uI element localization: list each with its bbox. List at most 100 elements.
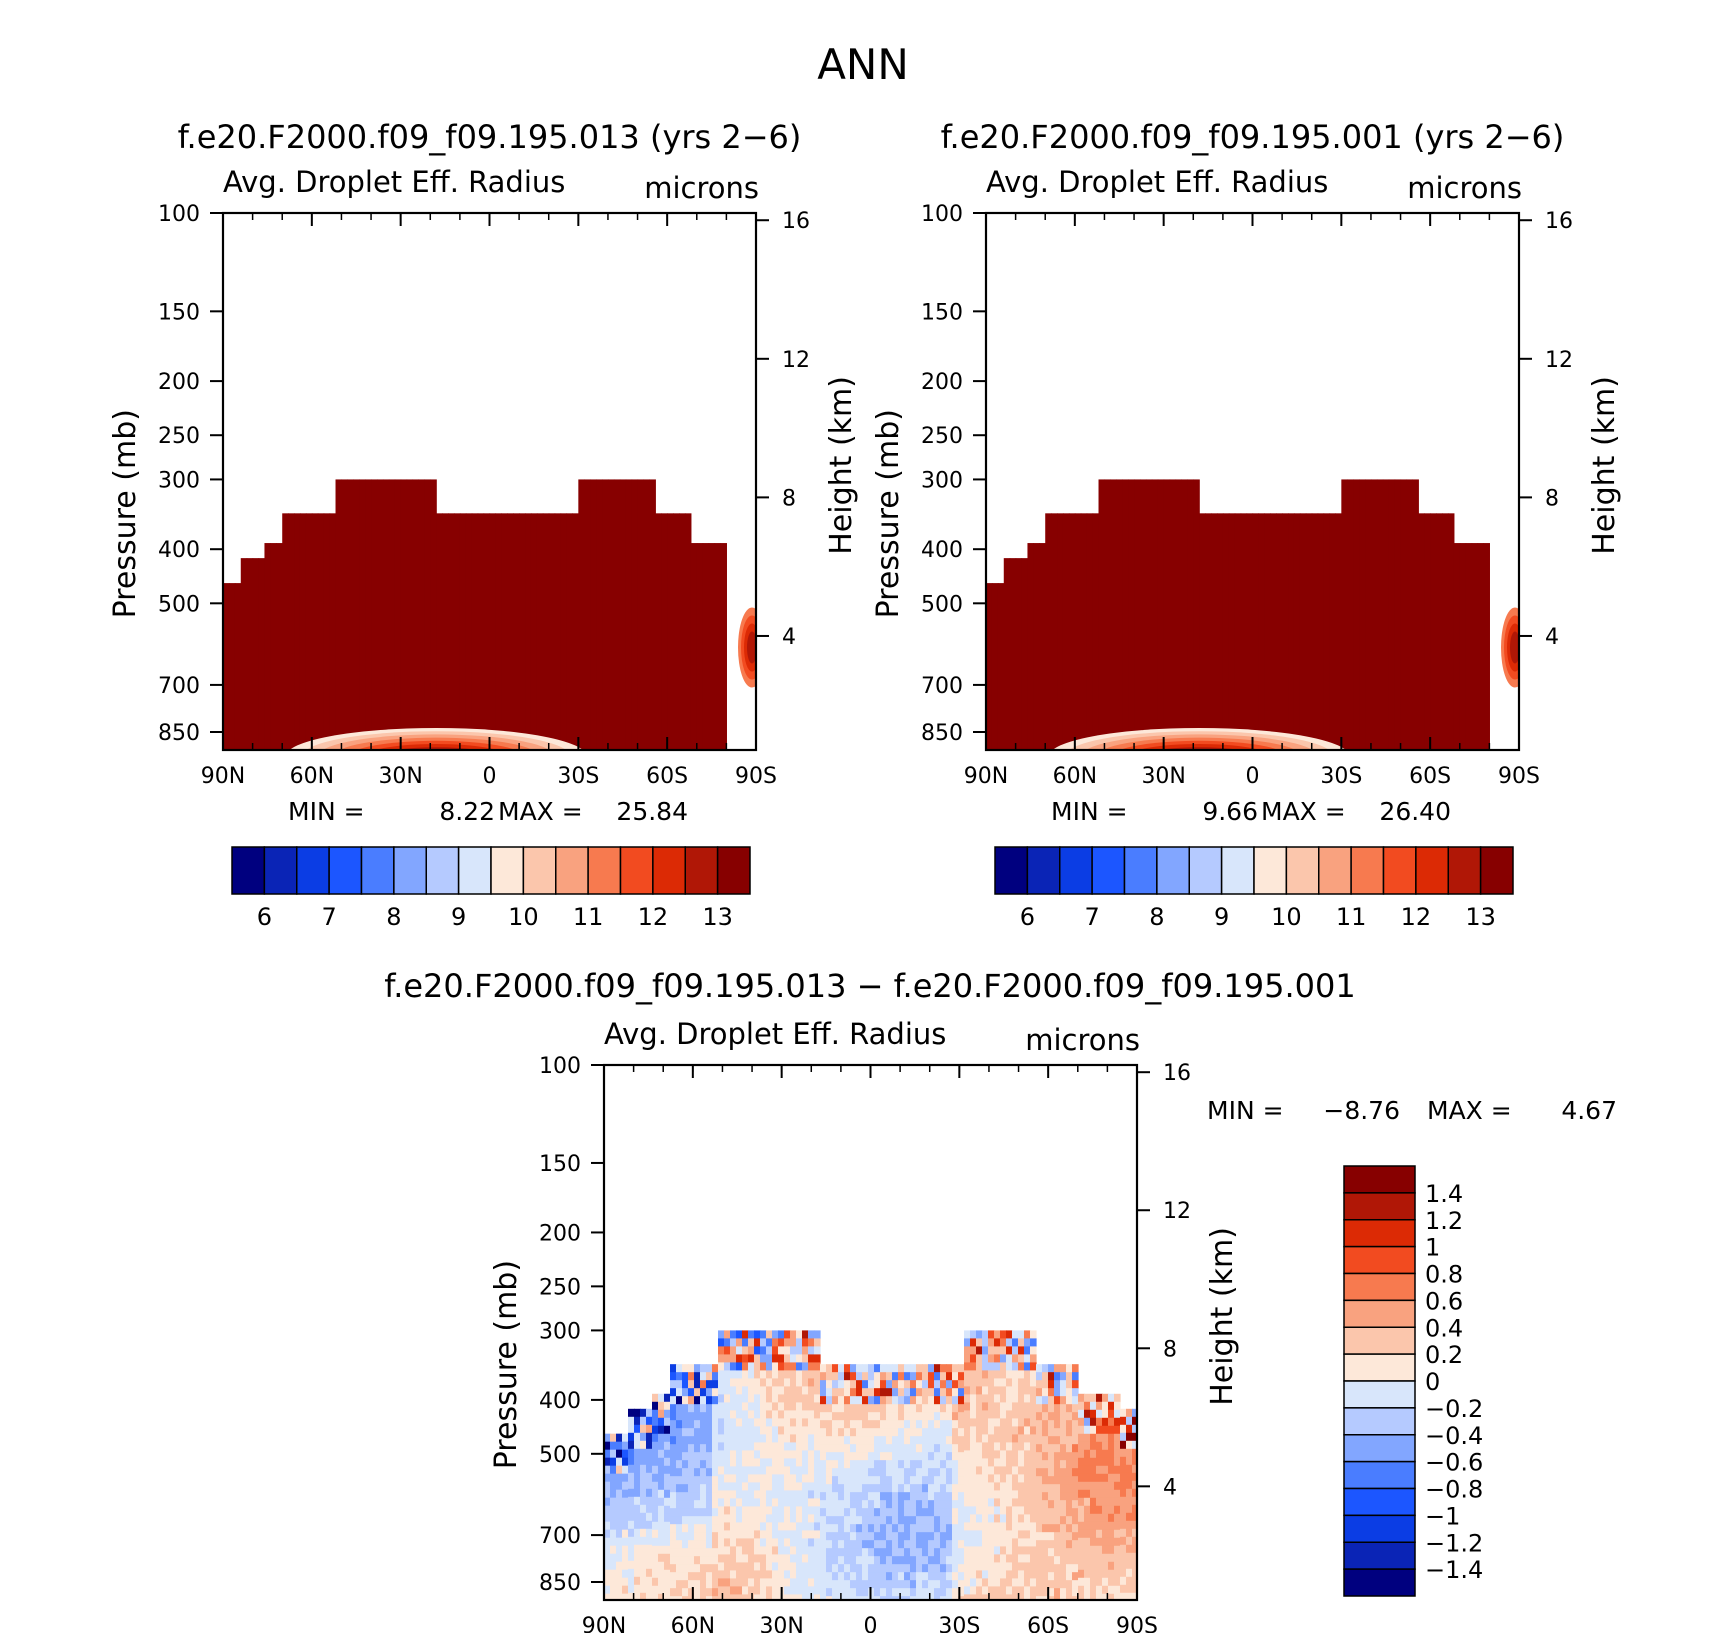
diff-cell bbox=[784, 1410, 791, 1420]
diff-cell bbox=[832, 1556, 839, 1565]
diff-cell bbox=[916, 1468, 923, 1477]
diff-cell bbox=[802, 1538, 809, 1548]
cloud-column bbox=[1394, 479, 1402, 750]
diff-cell bbox=[712, 1420, 719, 1429]
diff-cell bbox=[724, 1482, 731, 1492]
diff-cell bbox=[712, 1460, 719, 1469]
diff-cell bbox=[1108, 1489, 1115, 1499]
diff-cell bbox=[850, 1596, 857, 1600]
diff-cell bbox=[616, 1553, 623, 1563]
diff-cell bbox=[946, 1588, 953, 1597]
diff-cell bbox=[646, 1552, 653, 1562]
diff-cell bbox=[640, 1472, 647, 1482]
diff-cell bbox=[784, 1394, 791, 1404]
diff-cell bbox=[718, 1450, 725, 1460]
diff-cell bbox=[994, 1402, 1001, 1412]
diff-cell bbox=[778, 1362, 785, 1372]
diff-cell bbox=[784, 1538, 791, 1548]
colorbar-box bbox=[684, 846, 719, 895]
diff-cell bbox=[952, 1420, 959, 1429]
y2-tick-label: 16 bbox=[782, 209, 810, 234]
diff-cell bbox=[814, 1514, 821, 1524]
diff-cell bbox=[862, 1580, 869, 1589]
diff-cell bbox=[718, 1330, 725, 1340]
diff-cell bbox=[982, 1586, 989, 1596]
diff-cell bbox=[868, 1476, 875, 1485]
diff-cell bbox=[784, 1554, 791, 1564]
cloud-column bbox=[1329, 513, 1337, 750]
diff-cell bbox=[826, 1588, 833, 1597]
diff-cell bbox=[1030, 1346, 1037, 1356]
diff-cell bbox=[1000, 1450, 1007, 1460]
diff-cell bbox=[1114, 1473, 1121, 1483]
diff-cell bbox=[916, 1588, 923, 1597]
diff-cell bbox=[658, 1505, 665, 1515]
diff-cell bbox=[970, 1586, 977, 1596]
diff-cell bbox=[772, 1402, 779, 1412]
diff-cell bbox=[670, 1508, 677, 1517]
diff-cell bbox=[670, 1412, 677, 1421]
diff-cell bbox=[904, 1500, 911, 1509]
diff-cell bbox=[1024, 1570, 1031, 1580]
diff-cell bbox=[700, 1412, 707, 1421]
diff-cell bbox=[1090, 1585, 1097, 1595]
diff-cell bbox=[814, 1394, 821, 1404]
diff-cell bbox=[760, 1586, 767, 1596]
diff-cell bbox=[874, 1452, 881, 1461]
diff-cell bbox=[1030, 1594, 1037, 1600]
diff-cell bbox=[952, 1508, 959, 1517]
diff-cell bbox=[892, 1484, 899, 1493]
diff-cell bbox=[1012, 1458, 1019, 1468]
diff-cell bbox=[976, 1346, 983, 1356]
diff-cell bbox=[610, 1593, 617, 1600]
diff-cell bbox=[1072, 1580, 1079, 1589]
diff-cell bbox=[1114, 1593, 1121, 1600]
diff-cell bbox=[844, 1444, 851, 1453]
diff-cell bbox=[988, 1330, 995, 1340]
diff-cell bbox=[1048, 1412, 1055, 1421]
diff-cell bbox=[976, 1378, 983, 1388]
diff-cell bbox=[1126, 1568, 1133, 1578]
diff-cell bbox=[928, 1364, 935, 1373]
colorbar-label: −1.2 bbox=[1425, 1529, 1483, 1557]
diff-cell bbox=[1114, 1457, 1121, 1467]
diff-cell bbox=[688, 1364, 695, 1373]
diff-cell bbox=[700, 1404, 707, 1413]
colorbar-label: 1.4 bbox=[1425, 1180, 1463, 1208]
diff-cell bbox=[664, 1449, 671, 1459]
diff-cell bbox=[952, 1404, 959, 1413]
diff-cell bbox=[928, 1588, 935, 1597]
colorbar-box bbox=[1343, 1407, 1416, 1436]
diff-cell bbox=[868, 1364, 875, 1373]
diff-cell bbox=[622, 1577, 629, 1587]
diff-cell bbox=[886, 1492, 893, 1501]
diff-cell bbox=[1126, 1504, 1133, 1514]
diff-cell bbox=[898, 1548, 905, 1557]
diff-cell bbox=[796, 1394, 803, 1404]
diff-cell bbox=[730, 1362, 737, 1372]
diff-cell bbox=[682, 1412, 689, 1421]
diff-cell bbox=[880, 1372, 887, 1381]
panel-case-013: f.e20.F2000.f09_f09.195.013 (yrs 2−6)Avg… bbox=[108, 118, 859, 931]
diff-cell bbox=[808, 1538, 815, 1548]
diff-cell bbox=[1084, 1577, 1091, 1587]
diff-cell bbox=[808, 1362, 815, 1372]
diff-cell bbox=[670, 1588, 677, 1597]
diff-cell bbox=[658, 1465, 665, 1475]
diff-cell bbox=[1060, 1516, 1067, 1525]
diff-cell bbox=[628, 1448, 635, 1458]
diff-cell bbox=[1078, 1513, 1085, 1523]
diff-cell bbox=[874, 1428, 881, 1437]
diff-cell bbox=[724, 1546, 731, 1556]
diff-cell bbox=[928, 1412, 935, 1421]
diff-cell bbox=[1120, 1464, 1127, 1474]
diff-cell bbox=[1066, 1516, 1073, 1525]
diff-cell bbox=[784, 1386, 791, 1396]
diff-cell bbox=[940, 1372, 947, 1381]
cloud-column bbox=[1252, 513, 1260, 750]
diff-cell bbox=[1024, 1410, 1031, 1420]
diff-cell bbox=[970, 1578, 977, 1588]
diff-cell bbox=[880, 1572, 887, 1581]
diff-cell bbox=[706, 1372, 713, 1381]
diff-cell bbox=[778, 1482, 785, 1492]
